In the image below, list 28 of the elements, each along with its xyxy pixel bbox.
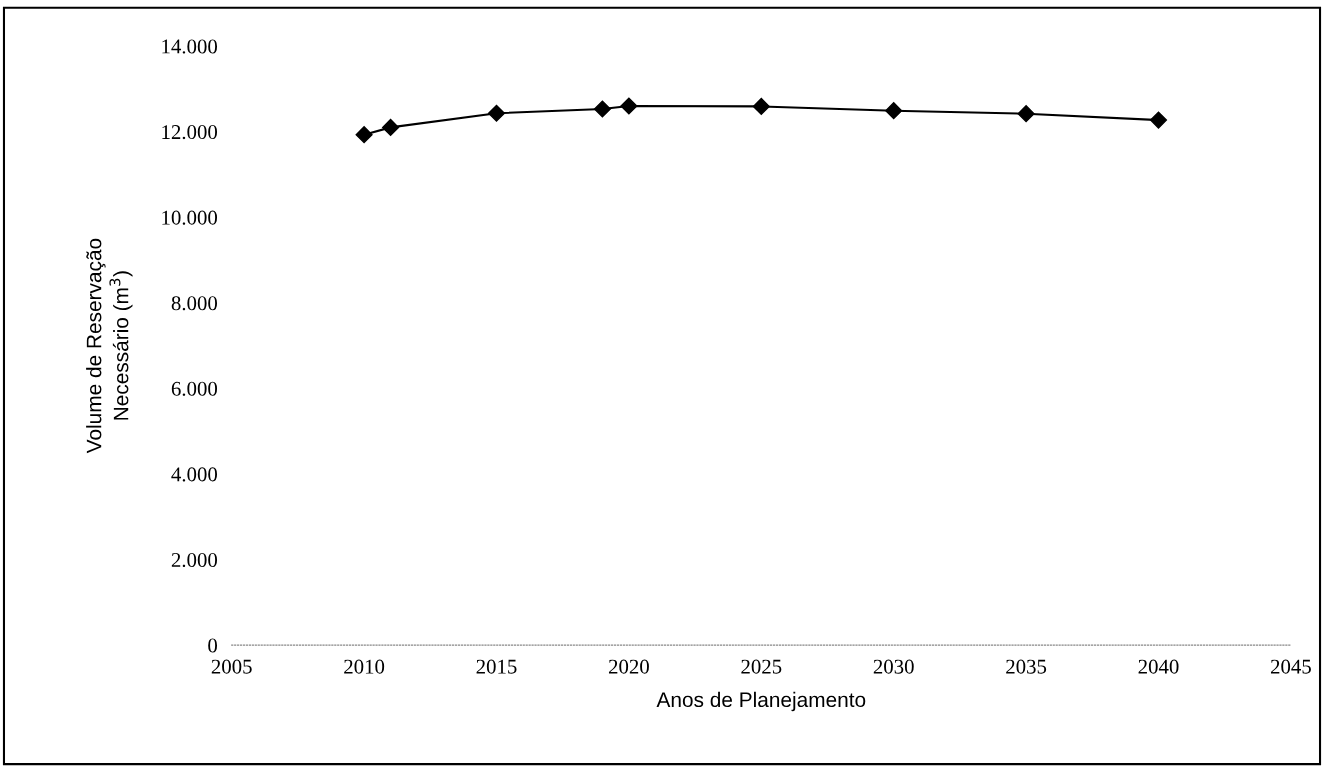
- x-tick-label: 2005: [211, 659, 252, 674]
- x-tick-label: 2035: [1006, 659, 1047, 674]
- point: [355, 126, 373, 144]
- x-tick-label: 2010: [344, 659, 385, 674]
- y-tick-label: 12.000: [162, 125, 218, 140]
- x-axis-title: Anos de Planejamento: [656, 691, 866, 712]
- point: [593, 100, 611, 118]
- y-axis-title: Volume de Reservação Necessário (m$^{3}$): [86, 238, 133, 454]
- y-tick-label: 8.000: [171, 296, 218, 311]
- y-tick-label: 14.000: [162, 39, 218, 54]
- x-tick-label: 2045: [1270, 659, 1311, 674]
- y-tick-label: 4.000: [171, 467, 218, 482]
- point: [885, 102, 903, 120]
- point: [382, 118, 400, 136]
- y-tick-label: 10.000: [162, 210, 218, 225]
- point: [752, 97, 770, 115]
- point: [487, 104, 506, 122]
- x-tick-label: 2020: [608, 659, 649, 674]
- y-tick-label: 6.000: [171, 381, 218, 396]
- y-tick-label: 0: [208, 638, 218, 653]
- y-tick-label: 2.000: [171, 552, 218, 568]
- point: [620, 97, 638, 115]
- x-tick-label: 2030: [873, 659, 914, 674]
- x-tick-label: 2025: [741, 659, 782, 674]
- point: [1149, 111, 1168, 129]
- x-tick-label: 2015: [476, 659, 517, 674]
- x-tick-label: 2040: [1138, 659, 1179, 674]
- point: [1017, 105, 1035, 123]
